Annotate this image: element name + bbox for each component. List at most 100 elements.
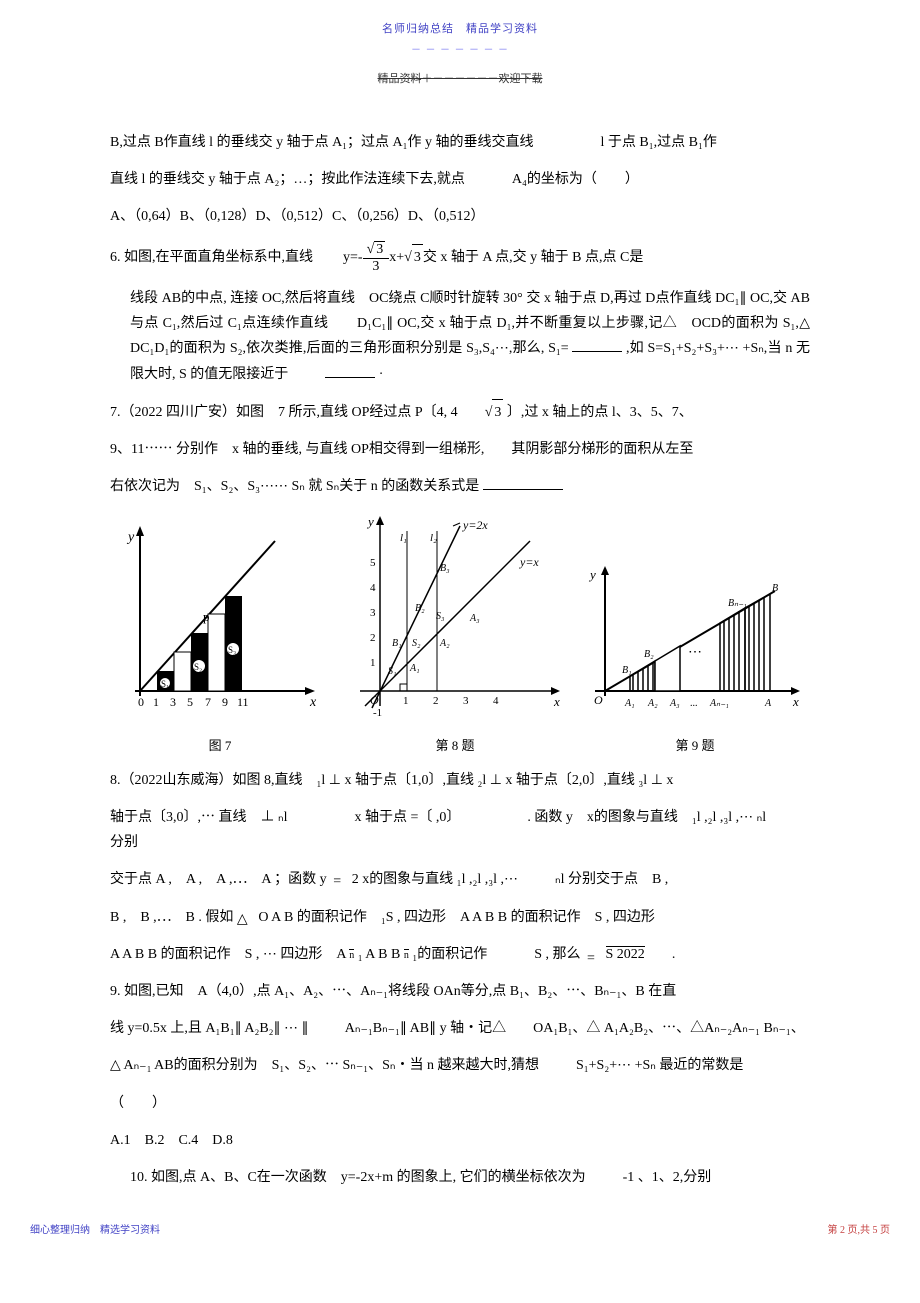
text: 7.（2022 四川广安）如图 7 所示,直线 OP经过点 P〔4, 4 bbox=[110, 405, 458, 420]
text: ₁的面积记作 bbox=[412, 947, 487, 962]
text: S₁+S₂+⋯ +Sₙ 最近的常数是 bbox=[576, 1058, 743, 1073]
svg-text:p: p bbox=[203, 609, 210, 624]
svg-text:2: 2 bbox=[433, 695, 439, 707]
svg-text:A₂: A₂ bbox=[439, 638, 450, 649]
svg-text:0: 0 bbox=[138, 695, 144, 709]
svg-text:B₁: B₁ bbox=[622, 665, 632, 676]
text: B , B ,⋯ B . 假如 bbox=[110, 910, 233, 925]
para-10: 右依次记为 S₁、S₂、S₃⋯⋯ Sₙ 就 Sₙ关于 n 的函数关系式是 bbox=[110, 474, 810, 499]
text: 线 y=0.5x 上,且 A₁B₁∥ A₂B₂∥ ⋯ ∥ bbox=[110, 1021, 309, 1036]
text: （ ） bbox=[110, 1096, 166, 1111]
svg-text:S₂: S₂ bbox=[412, 638, 421, 649]
para-2: 直线 l 的垂线交 y 轴于点 A₂；…；按此作法连续下去,就点 A₄的坐标为（… bbox=[110, 167, 810, 192]
svg-text:7: 7 bbox=[205, 695, 211, 709]
header-line2: 精品资料＋－－－－－－欢迎下载 bbox=[0, 70, 920, 90]
svg-text:3: 3 bbox=[463, 695, 469, 707]
svg-text:A₂: A₂ bbox=[647, 698, 658, 709]
page-top-header: 名师归纳总结 精品学习资料 － － － － － － － 精品资料＋－－－－－－欢… bbox=[0, 0, 920, 90]
svg-text:⋯: ⋯ bbox=[688, 645, 702, 660]
fraction-sqrt3-over-3: √3 3 bbox=[363, 241, 390, 274]
svg-text:A₃: A₃ bbox=[669, 698, 680, 709]
sqrt-3: √3 bbox=[404, 244, 423, 270]
svg-text:1: 1 bbox=[153, 695, 159, 709]
svg-text:S₁: S₁ bbox=[161, 679, 169, 689]
para-9: 9、11⋯⋯ 分别作 x 轴的垂线, 与直线 OP相交得到一组梯形, 其阴影部分… bbox=[110, 437, 810, 462]
svg-text:2: 2 bbox=[370, 632, 376, 644]
text: 直线 l 的垂线交 y 轴于点 A₂；…；按此作法连续下去,就点 bbox=[110, 172, 465, 187]
text: 交于点 A , A , A ,⋯ A ；函数 y bbox=[110, 872, 327, 887]
page-footer: 细心整理归纳 精选学习资料 第 2 页,共 5 页 bbox=[0, 1212, 920, 1250]
text: A.1 B.2 C.4 D.8 bbox=[110, 1133, 233, 1148]
svg-text:x: x bbox=[553, 694, 560, 709]
svg-text:11: 11 bbox=[237, 695, 249, 709]
fig8-svg: y x O 1 2 3 4 5 1 2 3 4 y=x y=2x bbox=[340, 511, 570, 721]
svg-text:9: 9 bbox=[222, 695, 228, 709]
header-line1: 名师归纳总结 精品学习资料 bbox=[0, 20, 920, 40]
text: l 于点 B₁,过点 B₁作 bbox=[601, 135, 717, 150]
para-15: A A B B 的面积记作 S , ⋯ 四边形 A n ₁ A B B n ₁的… bbox=[110, 942, 810, 967]
fig9-caption: 第 9 题 bbox=[580, 734, 810, 757]
text: 〕,过 x 轴上的点 l、3、5、7、 bbox=[507, 405, 693, 420]
svg-text:4: 4 bbox=[493, 695, 499, 707]
eq2: = bbox=[587, 946, 595, 971]
svg-text:S₃: S₃ bbox=[228, 645, 236, 655]
para-3: A、（0,64）B、（0,128）D、（0,512）C、（0,256）D、（0,… bbox=[110, 204, 810, 229]
svg-text:A₁: A₁ bbox=[624, 698, 635, 709]
svg-text:y: y bbox=[588, 567, 596, 582]
text: A₄的坐标为（ ） bbox=[512, 172, 639, 187]
blank-3 bbox=[483, 489, 563, 490]
svg-text:B₂: B₂ bbox=[415, 603, 425, 614]
text: O A B 的面积记作 ₁S , 四边形 A A B B 的面积记作 S , 四… bbox=[258, 910, 655, 925]
text: 2 x的图象与直线 ₁l ,₂l ,₃l ,⋯ bbox=[352, 872, 518, 887]
svg-text:3: 3 bbox=[170, 695, 176, 709]
text: 其阴影部分梯形的面积从左至 bbox=[511, 442, 693, 457]
para-8: 7.（2022 四川广安）如图 7 所示,直线 OP经过点 P〔4, 4 √3 … bbox=[110, 399, 810, 425]
nbar2: n bbox=[404, 949, 409, 961]
text: 6. 如图,在平面直角坐标系中,直线 bbox=[110, 245, 313, 270]
text: B,过点 B作直线 l 的垂线交 y 轴于点 A₁；过点 A₁作 y 轴的垂线交… bbox=[110, 135, 534, 150]
text: · bbox=[379, 367, 384, 382]
svg-text:1: 1 bbox=[403, 695, 409, 707]
para-11: 8.（2022山东威海）如图 8,直线 ₁l ⊥ x 轴于点〔1,0〕,直线 ₂… bbox=[110, 768, 810, 793]
text: 10. 如图,点 A、B、C在一次函数 y=-2x+m 的图象上, 它们的横坐标… bbox=[130, 1170, 586, 1185]
svg-text:l₁: l₁ bbox=[400, 532, 407, 544]
sqrt-3b: √3 bbox=[485, 405, 504, 420]
svg-text:y=x: y=x bbox=[519, 555, 539, 569]
svg-text:x: x bbox=[792, 694, 799, 709]
para-1: B,过点 B作直线 l 的垂线交 y 轴于点 A₁；过点 A₁作 y 轴的垂线交… bbox=[110, 130, 810, 155]
para-6: 6. 如图,在平面直角坐标系中,直线 y=- √3 3 x+ √3 交 x 轴于… bbox=[110, 241, 810, 274]
text: 9. 如图,已知 A（4,0）,点 A₁、A₂、⋯、Aₙ₋₁将线段 OAn等分,… bbox=[110, 984, 676, 999]
svg-text:x: x bbox=[309, 695, 317, 710]
text: △ Aₙ₋₁ AB的面积分别为 S₁、S₂、⋯ Sₙ₋₁、Sₙ・当 n 越来越大… bbox=[110, 1058, 539, 1073]
svg-text:Aₙ₋₁: Aₙ₋₁ bbox=[709, 698, 729, 709]
svg-text:l₂: l₂ bbox=[430, 532, 437, 544]
triangle: △ bbox=[237, 907, 248, 932]
para-13: 交于点 A , A , A ,⋯ A ；函数 y = 2 x的图象与直线 ₁l … bbox=[110, 867, 810, 892]
svg-text:B₁: B₁ bbox=[392, 638, 402, 649]
text: x 轴于点 =〔 ,0〕 bbox=[354, 810, 460, 825]
text: 8.（2022山东威海）如图 8,直线 ₁l ⊥ x 轴于点〔1,0〕,直线 ₂… bbox=[110, 773, 673, 788]
text: ₁ A B B bbox=[358, 947, 401, 962]
figure-9: y x O ⋯ A₁ A₂ A₃ bbox=[580, 561, 810, 758]
figure-8: y x O 1 2 3 4 5 1 2 3 4 y=x y=2x bbox=[340, 511, 570, 758]
svg-text:A₁: A₁ bbox=[409, 663, 420, 674]
para-16: 9. 如图,已知 A（4,0）,点 A₁、A₂、⋯、Aₙ₋₁将线段 OAn等分,… bbox=[110, 979, 810, 1004]
para-19: （ ） bbox=[110, 1091, 810, 1116]
svg-text:B₂: B₂ bbox=[644, 649, 654, 660]
svg-text:Bₙ₋₁: Bₙ₋₁ bbox=[728, 598, 747, 609]
fig7-svg: y x S₁ S₂ S₃ p 0 1 3 bbox=[110, 521, 330, 721]
figures-row: y x S₁ S₂ S₃ p 0 1 3 bbox=[110, 511, 810, 758]
text: A A B B 的面积记作 S , ⋯ 四边形 A bbox=[110, 947, 346, 962]
text: A、（0,64）B、（0,128）D、（0,512）C、（0,256）D、（0,… bbox=[110, 209, 485, 224]
svg-text:S₁: S₁ bbox=[388, 666, 396, 677]
nbar: n bbox=[349, 949, 354, 961]
svg-text:A: A bbox=[764, 698, 772, 709]
text: -1 、1、2,分别 bbox=[623, 1170, 712, 1185]
header-dashes: － － － － － － － bbox=[0, 42, 920, 60]
text: . bbox=[672, 947, 676, 962]
svg-text:3: 3 bbox=[370, 607, 376, 619]
para-18: △ Aₙ₋₁ AB的面积分别为 S₁、S₂、⋯ Sₙ₋₁、Sₙ・当 n 越来越大… bbox=[110, 1053, 810, 1078]
svg-text:B: B bbox=[772, 583, 778, 594]
text: Aₙ₋₁Bₙ₋₁∥ AB∥ y 轴・记△ bbox=[345, 1021, 506, 1036]
blank-1 bbox=[572, 351, 622, 352]
